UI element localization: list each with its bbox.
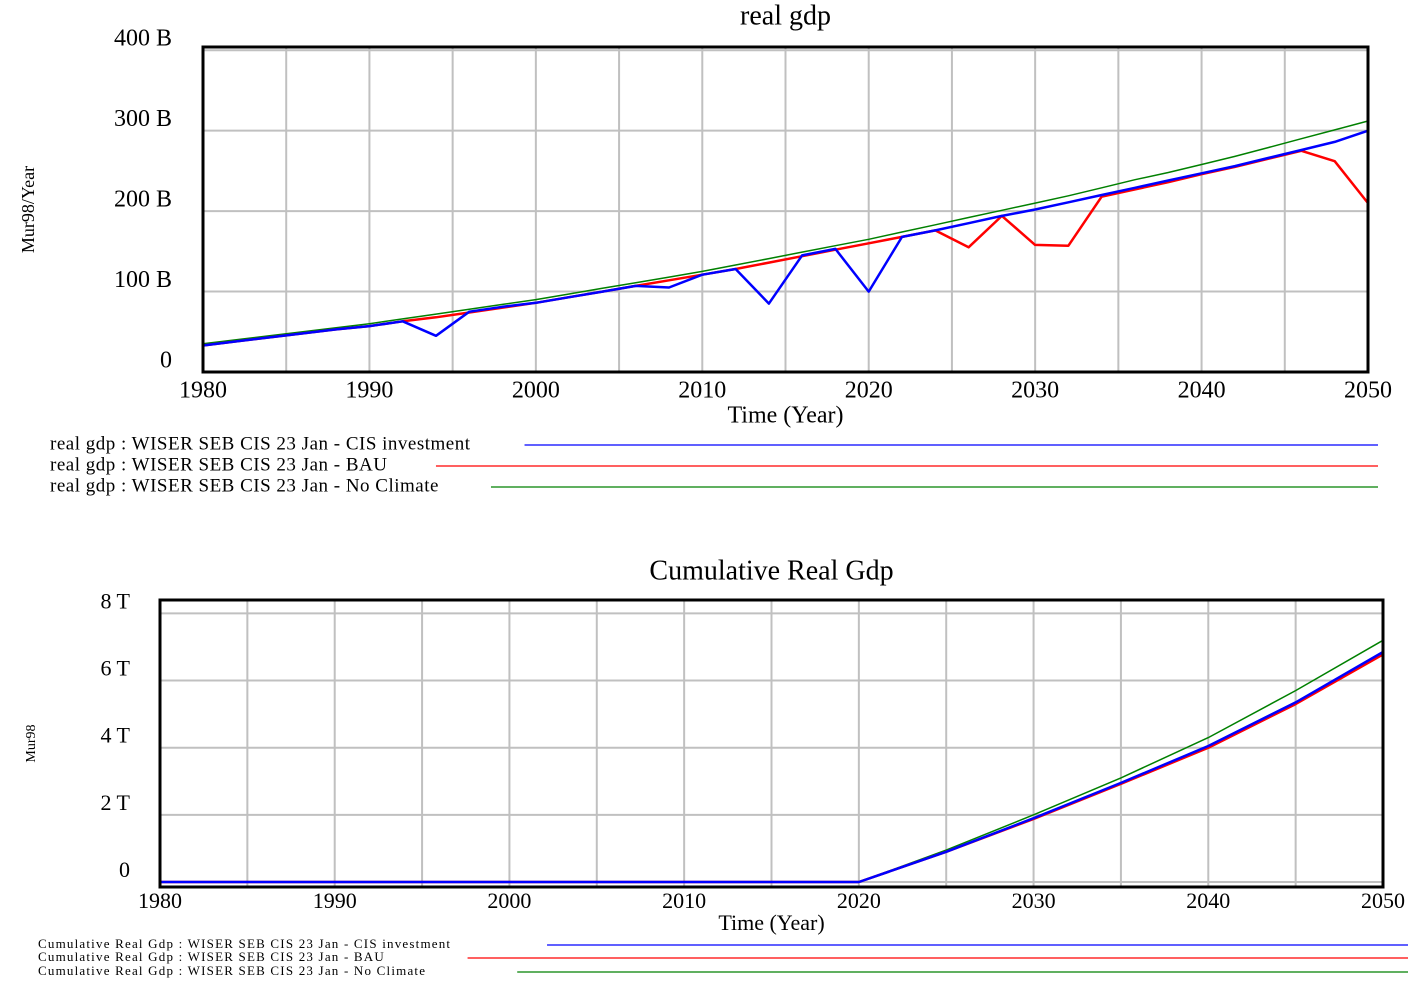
chart-title: real gdp [740, 0, 831, 31]
y-axis-label: Mur98 [24, 724, 39, 762]
y-axis-label: Mur98/Year [18, 166, 38, 253]
x-axis-label: Time (Year) [718, 910, 824, 935]
legend-label: Cumulative Real Gdp : WISER SEB CIS 23 J… [38, 949, 385, 964]
legend-label: real gdp : WISER SEB CIS 23 Jan - BAU [50, 454, 387, 475]
y-tick-label: 2 T [100, 790, 130, 815]
x-tick-label: 2010 [678, 378, 726, 404]
plot-frame [201, 45, 1370, 374]
chart-title: Cumulative Real Gdp [649, 555, 893, 586]
x-tick-label: 2010 [662, 888, 706, 913]
y-tick-label: 4 T [100, 723, 130, 748]
legend-label: real gdp : WISER SEB CIS 23 Jan - No Cli… [50, 475, 439, 496]
x-tick-label: 1980 [179, 378, 227, 404]
x-tick-label: 2030 [1011, 378, 1059, 404]
series-line [202, 120, 1369, 345]
x-tick-label: 2040 [1186, 888, 1230, 913]
y-tick-label: 200 B [114, 187, 172, 213]
x-tick-label: 2050 [1361, 888, 1405, 913]
x-tick-label: 2000 [487, 888, 531, 913]
x-tick-label: 1980 [138, 888, 182, 913]
x-tick-label: 2000 [512, 378, 560, 404]
plot-frame [158, 598, 1385, 889]
y-tick-label: 0 [119, 857, 130, 882]
x-axis-label: Time (Year) [727, 403, 843, 429]
legend-label: Cumulative Real Gdp : WISER SEB CIS 23 J… [38, 963, 426, 978]
x-tick-label: 2020 [845, 378, 893, 404]
series-line [202, 129, 1369, 347]
y-tick-label: 300 B [114, 106, 172, 132]
y-tick-label: 6 T [100, 656, 130, 681]
y-tick-label: 0 [160, 348, 172, 374]
x-tick-label: 1990 [313, 888, 357, 913]
y-tick-label: 8 T [100, 588, 130, 613]
x-tick-label: 2020 [837, 888, 881, 913]
x-tick-label: 2030 [1012, 888, 1056, 913]
x-tick-label: 2040 [1178, 378, 1226, 404]
legend-label: real gdp : WISER SEB CIS 23 Jan - CIS in… [50, 433, 471, 454]
x-tick-label: 2050 [1344, 378, 1392, 404]
y-tick-label: 400 B [114, 26, 172, 52]
x-tick-label: 1990 [345, 378, 393, 404]
series-line [160, 650, 1384, 884]
y-tick-label: 100 B [114, 267, 172, 293]
legend-label: Cumulative Real Gdp : WISER SEB CIS 23 J… [38, 936, 451, 951]
